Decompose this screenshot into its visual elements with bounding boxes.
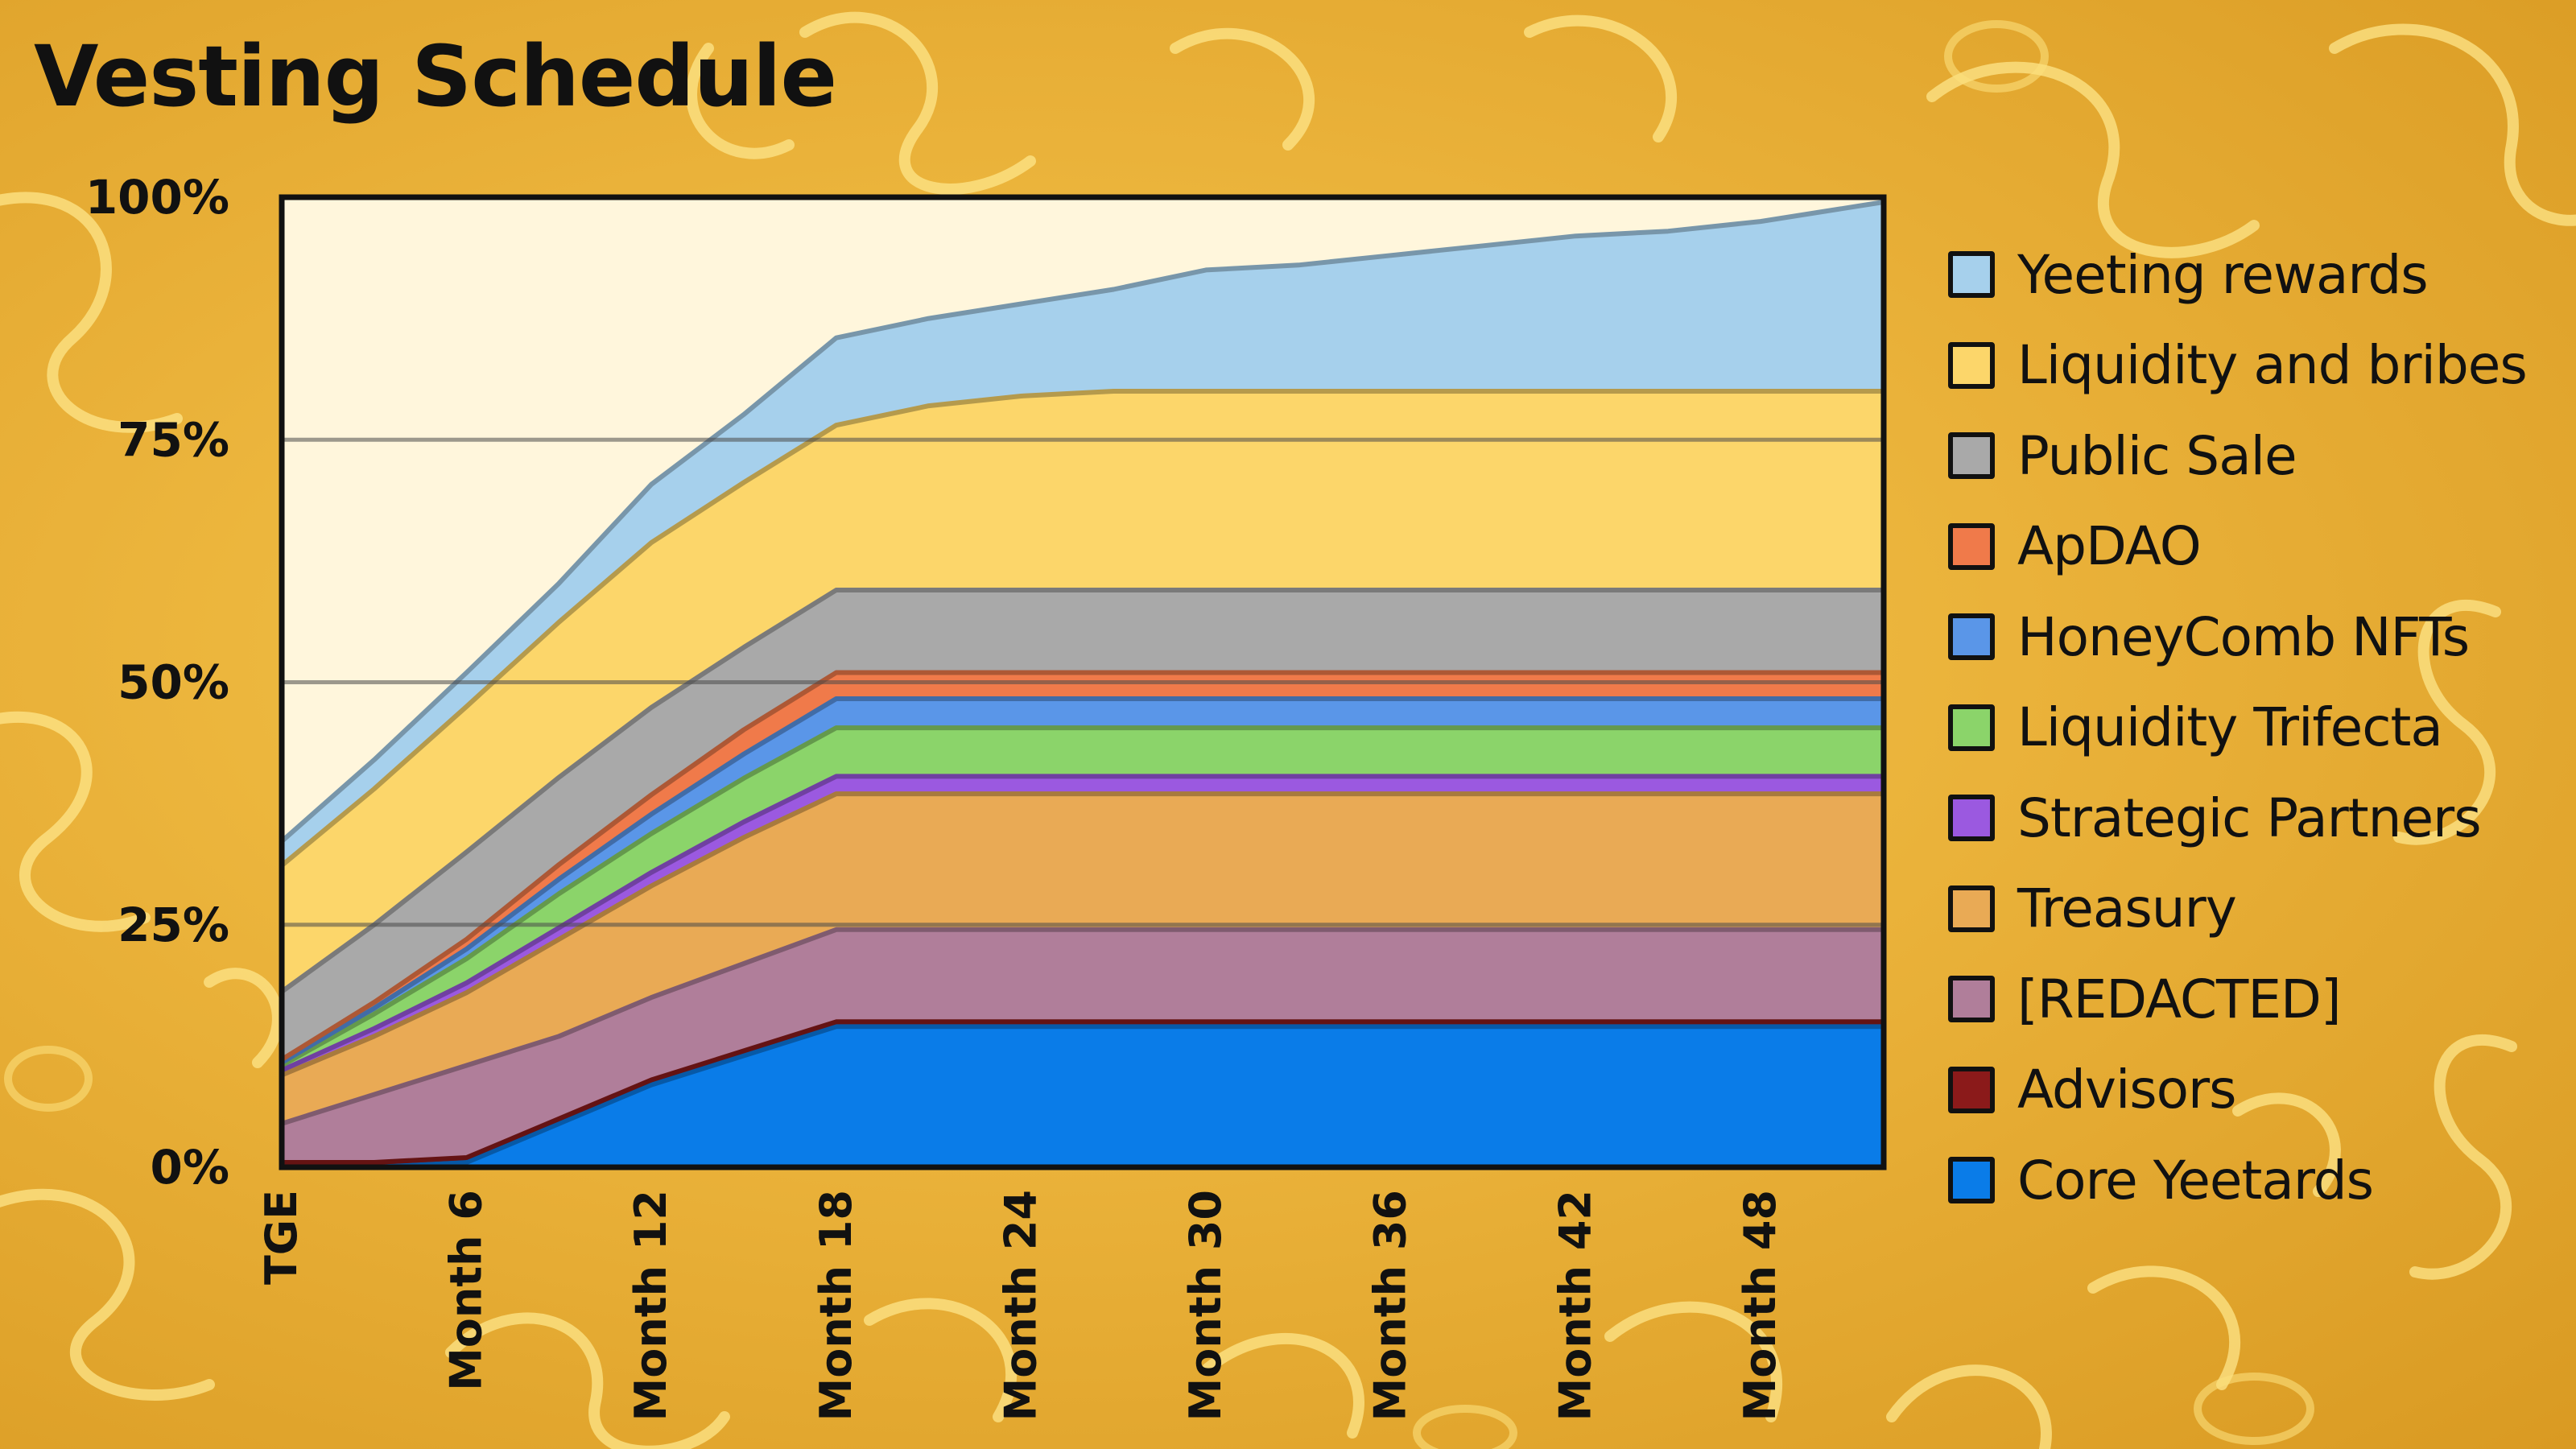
- legend-swatch: [1948, 795, 1995, 842]
- legend-swatch: [1948, 976, 1995, 1023]
- x-tick-label: Month 36: [1365, 1190, 1416, 1421]
- legend-label: Core Yeetards: [2017, 1149, 2374, 1212]
- legend-item-liquidity-and-bribes: Liquidity and bribes: [1948, 320, 2560, 411]
- edge-strategic-partners: [280, 774, 1884, 1073]
- x-tick-label: Month 30: [1180, 1190, 1231, 1421]
- area-liquidity-and-bribes: [282, 391, 1884, 992]
- area-treasury: [282, 794, 1884, 1124]
- stacked-areas: [280, 200, 1885, 1170]
- legend-label: Liquidity Trifecta: [2017, 696, 2443, 759]
- chart-title: Vesting Schedule: [34, 27, 837, 126]
- legend-item-liquidity-trifecta: Liquidity Trifecta: [1948, 683, 2560, 774]
- edge-yeeting-rewards: [280, 200, 1885, 844]
- edge-liquidity-and-bribes: [280, 389, 1884, 868]
- x-tick-label: Month 6: [441, 1190, 492, 1391]
- legend-label: Advisors: [2017, 1059, 2237, 1121]
- legend-swatch: [1948, 251, 1995, 299]
- x-tick-label: Month 24: [995, 1190, 1046, 1421]
- gridlines: [282, 437, 1884, 927]
- legend-label: Yeeting rewards: [2017, 243, 2429, 306]
- legend: Yeeting rewards Liquidity and bribes Publi…: [1948, 229, 2560, 1226]
- legend-item-advisors: Advisors: [1948, 1045, 2560, 1136]
- x-tick-label: Month 42: [1550, 1190, 1600, 1421]
- y-axis: 0% 25% 50% 75% 100%: [85, 170, 229, 1195]
- legend-label: Treasury: [2017, 877, 2237, 940]
- x-tick-label: Month 18: [811, 1190, 861, 1421]
- legend-swatch: [1948, 1066, 1995, 1113]
- legend-label: Liquidity and bribes: [2017, 334, 2528, 397]
- legend-swatch: [1948, 432, 1995, 480]
- edge-public-sale: [280, 588, 1884, 994]
- legend-swatch: [1948, 704, 1995, 751]
- edge-liquidity-trifecta: [280, 725, 1884, 1068]
- area-liquidity-trifecta: [282, 728, 1884, 1071]
- edge-redacted: [281, 927, 1884, 1126]
- legend-label: HoneyComb NFTs: [2017, 605, 2470, 668]
- edge-treasury: [280, 791, 1884, 1078]
- x-tick-label: TGE: [256, 1190, 307, 1285]
- x-tick-label: Month 12: [625, 1190, 676, 1421]
- edge-honeycomb-nfts: [280, 696, 1884, 1065]
- legend-item-public-sale: Public Sale: [1948, 411, 2560, 502]
- legend-label: [REDACTED]: [2017, 968, 2342, 1030]
- legend-swatch: [1948, 613, 1995, 661]
- y-tick-label: 0%: [151, 1140, 229, 1195]
- area-core-yeetards: [282, 1026, 1884, 1167]
- y-tick-label: 75%: [118, 412, 229, 467]
- x-axis: TGE Month 6 Month 12 Month 18 Month 24 Month …: [256, 1190, 1785, 1421]
- area-public-sale: [282, 590, 1884, 1060]
- y-tick-label: 50%: [118, 655, 229, 710]
- x-tick-label: Month 48: [1735, 1190, 1785, 1421]
- legend-swatch: [1948, 885, 1995, 932]
- legend-item-apdao: ApDAO: [1948, 502, 2560, 592]
- legend-label: Public Sale: [2017, 424, 2297, 487]
- legend-swatch: [1948, 522, 1995, 570]
- legend-item-core-yeetards: Core Yeetards: [1948, 1135, 2560, 1226]
- edge-apdao: [280, 670, 1884, 1062]
- edge-advisors: [282, 1019, 1884, 1165]
- edge-core-yeetards: [282, 1024, 1884, 1170]
- legend-item-treasury: Treasury: [1948, 864, 2560, 955]
- plot-frame: [279, 194, 1887, 1170]
- legend-item-redacted: [REDACTED]: [1948, 954, 2560, 1045]
- y-tick-label: 25%: [118, 898, 229, 952]
- legend-swatch: [1948, 341, 1995, 389]
- legend-swatch: [1948, 1157, 1995, 1204]
- legend-item-strategic-partners: Strategic Partners: [1948, 773, 2560, 864]
- legend-label: Strategic Partners: [2017, 786, 2482, 849]
- area-yeeting-rewards: [282, 202, 1884, 866]
- legend-item-yeeting-rewards: Yeeting rewards: [1948, 229, 2560, 320]
- legend-item-honeycomb-nfts: HoneyComb NFTs: [1948, 592, 2560, 683]
- y-tick-label: 100%: [85, 170, 229, 225]
- legend-label: ApDAO: [2017, 515, 2202, 578]
